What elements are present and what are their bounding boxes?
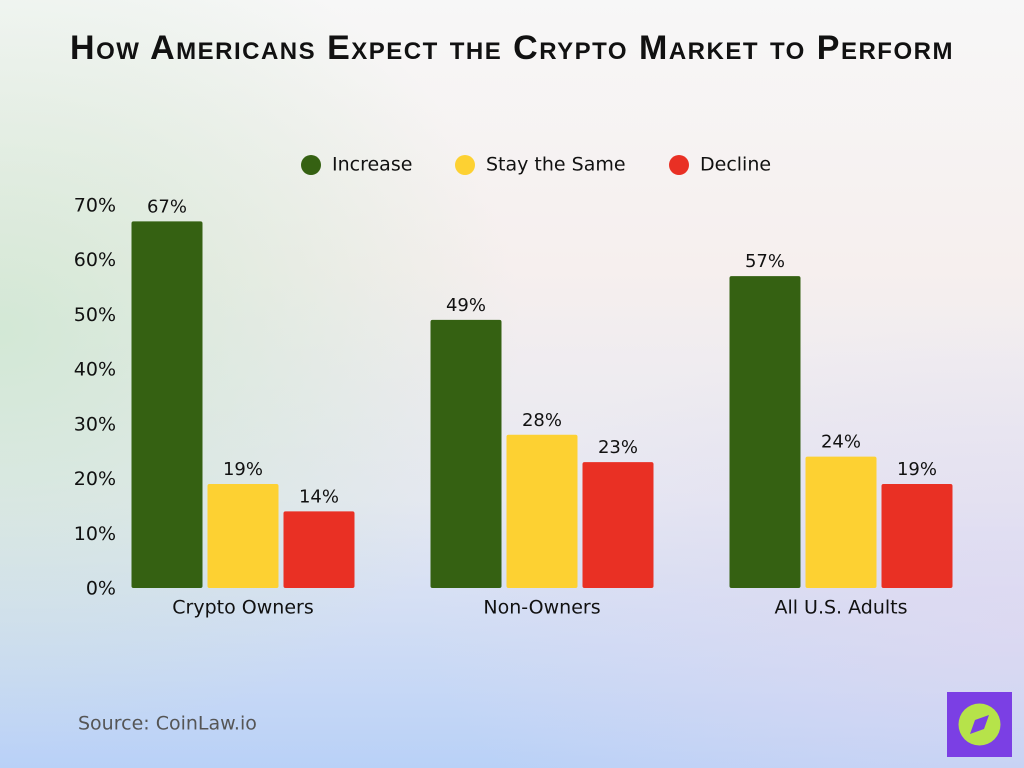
value-label: 67%: [147, 196, 187, 217]
bar: [729, 276, 801, 588]
legend-label: Decline: [700, 154, 771, 176]
y-tick-label: 40%: [74, 359, 116, 381]
bar: [131, 221, 203, 588]
x-tick-label: All U.S. Adults: [774, 597, 907, 619]
value-label: 24%: [821, 432, 861, 453]
bar: [506, 434, 578, 588]
bar: [430, 319, 502, 588]
logo: [947, 692, 1012, 757]
value-label: 49%: [446, 295, 486, 316]
legend-swatch: [301, 155, 321, 175]
y-tick-label: 20%: [74, 468, 116, 490]
value-label: 57%: [745, 251, 785, 272]
bar: [207, 484, 279, 588]
bar: [881, 484, 953, 588]
y-tick-label: 30%: [74, 413, 116, 435]
value-label: 28%: [522, 410, 562, 431]
y-tick-label: 10%: [74, 523, 116, 545]
y-tick-label: 60%: [74, 249, 116, 271]
bar: [805, 456, 877, 588]
legend-swatch: [455, 155, 475, 175]
value-label: 19%: [897, 459, 937, 480]
bar: [582, 462, 654, 588]
logo-compass: [970, 715, 989, 734]
chart-title: How Americans Expect the Crypto Market t…: [70, 29, 954, 67]
y-tick-label: 0%: [86, 578, 116, 600]
value-label: 14%: [299, 486, 339, 507]
value-label: 19%: [223, 459, 263, 480]
y-tick-label: 70%: [74, 195, 116, 217]
legend-label: Increase: [332, 154, 412, 176]
bar: [283, 511, 355, 588]
x-tick-label: Crypto Owners: [172, 597, 313, 619]
source: Source: CoinLaw.io: [78, 713, 257, 735]
legend-swatch: [669, 155, 689, 175]
y-tick-label: 50%: [74, 304, 116, 326]
legend-label: Stay the Same: [486, 154, 626, 176]
value-label: 23%: [598, 437, 638, 458]
x-tick-label: Non-Owners: [483, 597, 600, 619]
